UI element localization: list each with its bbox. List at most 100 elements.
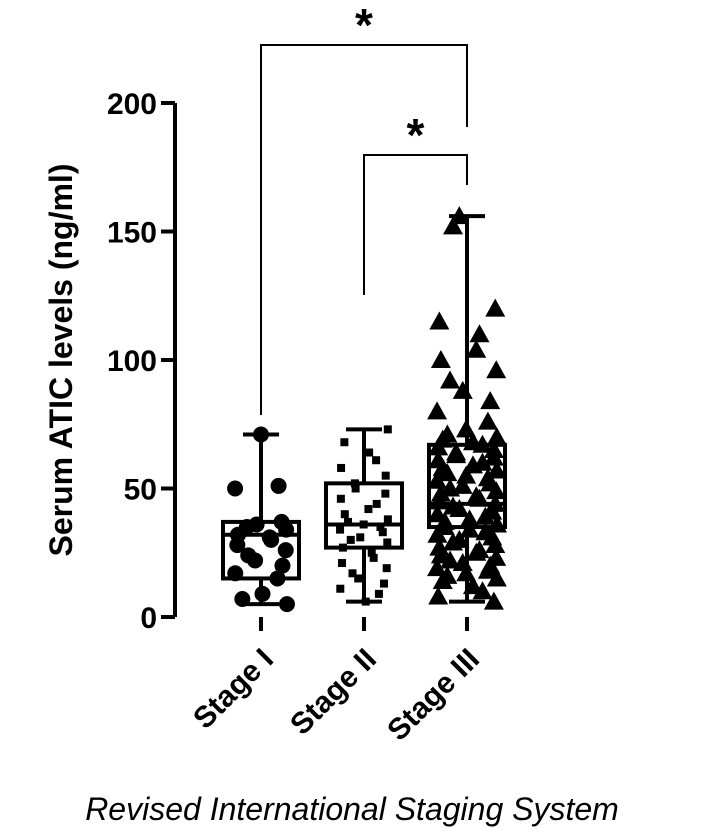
iqr-box	[324, 481, 404, 550]
data-point	[440, 370, 461, 389]
data-point	[427, 470, 448, 489]
data-point	[483, 591, 504, 610]
data-point	[348, 569, 357, 578]
data-point	[383, 538, 392, 547]
data-point	[380, 579, 389, 588]
data-point	[472, 434, 493, 453]
data-point	[466, 339, 487, 358]
data-point	[449, 499, 470, 518]
data-point	[337, 463, 346, 472]
data-point	[340, 438, 349, 447]
x-category-label: Stage III	[381, 643, 486, 748]
data-point	[486, 481, 507, 500]
y-axis-title: Serum ATIC levels (ng/ml)	[43, 164, 79, 557]
data-point	[336, 494, 345, 503]
data-point	[485, 535, 506, 554]
data-point	[486, 427, 507, 446]
data-point	[427, 558, 448, 577]
significance-bracket: *	[363, 109, 468, 295]
data-point	[278, 521, 295, 538]
data-point	[336, 584, 345, 593]
data-point	[486, 460, 507, 479]
data-point	[361, 597, 370, 606]
data-point	[381, 489, 390, 498]
data-point	[270, 477, 287, 494]
data-point	[367, 548, 376, 557]
data-point	[443, 216, 464, 235]
data-point	[456, 563, 477, 582]
data-point	[466, 542, 487, 561]
data-point	[383, 515, 392, 524]
data-point	[429, 491, 450, 510]
bracket-line	[363, 154, 468, 295]
data-point	[452, 380, 473, 399]
data-point	[440, 550, 461, 569]
data-point	[365, 448, 374, 457]
data-point	[477, 560, 498, 579]
data-point	[356, 533, 365, 542]
y-tick-label: 150	[107, 217, 157, 250]
data-point	[427, 524, 448, 543]
significance-label: *	[355, 0, 373, 51]
data-point	[359, 520, 368, 529]
data-point	[227, 565, 244, 582]
data-point	[469, 488, 490, 507]
data-point	[351, 484, 360, 493]
data-point	[346, 535, 355, 544]
data-points	[227, 206, 507, 613]
data-point	[253, 426, 269, 443]
data-point	[369, 553, 378, 562]
significance-brackets: **	[260, 0, 468, 415]
data-point	[364, 505, 373, 514]
data-point	[429, 311, 450, 330]
data-point	[469, 324, 490, 343]
data-point	[340, 510, 349, 519]
significance-bracket: *	[260, 0, 468, 415]
data-point	[372, 499, 381, 508]
data-point	[344, 517, 353, 526]
y-tick-label: 50	[124, 474, 157, 507]
data-point	[247, 552, 264, 569]
data-point	[430, 483, 451, 502]
data-point	[459, 509, 480, 528]
data-point	[354, 574, 363, 583]
data-point	[274, 557, 291, 574]
data-point	[336, 525, 345, 534]
data-point	[378, 528, 387, 537]
data-point	[483, 447, 504, 466]
data-point	[381, 471, 390, 480]
y-axis: 0 50 100 150 200	[107, 88, 177, 635]
data-point	[229, 537, 246, 554]
data-point	[462, 455, 483, 474]
data-point	[263, 531, 280, 548]
data-point	[485, 298, 506, 317]
x-category-label: Stage I	[187, 643, 280, 736]
x-axis-title: Revised International Staging System	[85, 791, 619, 827]
data-point	[234, 591, 251, 608]
data-point	[338, 543, 347, 552]
y-tick-label: 0	[140, 602, 157, 635]
data-point	[428, 586, 449, 605]
x-category-label: Stage II	[284, 643, 383, 742]
data-point	[429, 537, 450, 556]
data-point	[350, 479, 359, 488]
data-point	[278, 596, 295, 613]
significance-label: *	[407, 109, 425, 161]
data-point	[338, 559, 347, 568]
data-point	[452, 475, 473, 494]
data-point	[382, 564, 391, 573]
y-tick-label: 100	[107, 345, 157, 378]
data-point	[446, 445, 467, 464]
data-point	[227, 480, 244, 497]
data-point	[428, 437, 449, 456]
data-point	[432, 571, 453, 590]
data-point	[372, 456, 381, 465]
data-point	[374, 589, 383, 598]
data-point	[254, 585, 271, 602]
y-tick-label: 200	[107, 88, 157, 121]
data-point	[277, 542, 294, 559]
data-point	[486, 360, 507, 379]
data-point	[430, 350, 451, 368]
